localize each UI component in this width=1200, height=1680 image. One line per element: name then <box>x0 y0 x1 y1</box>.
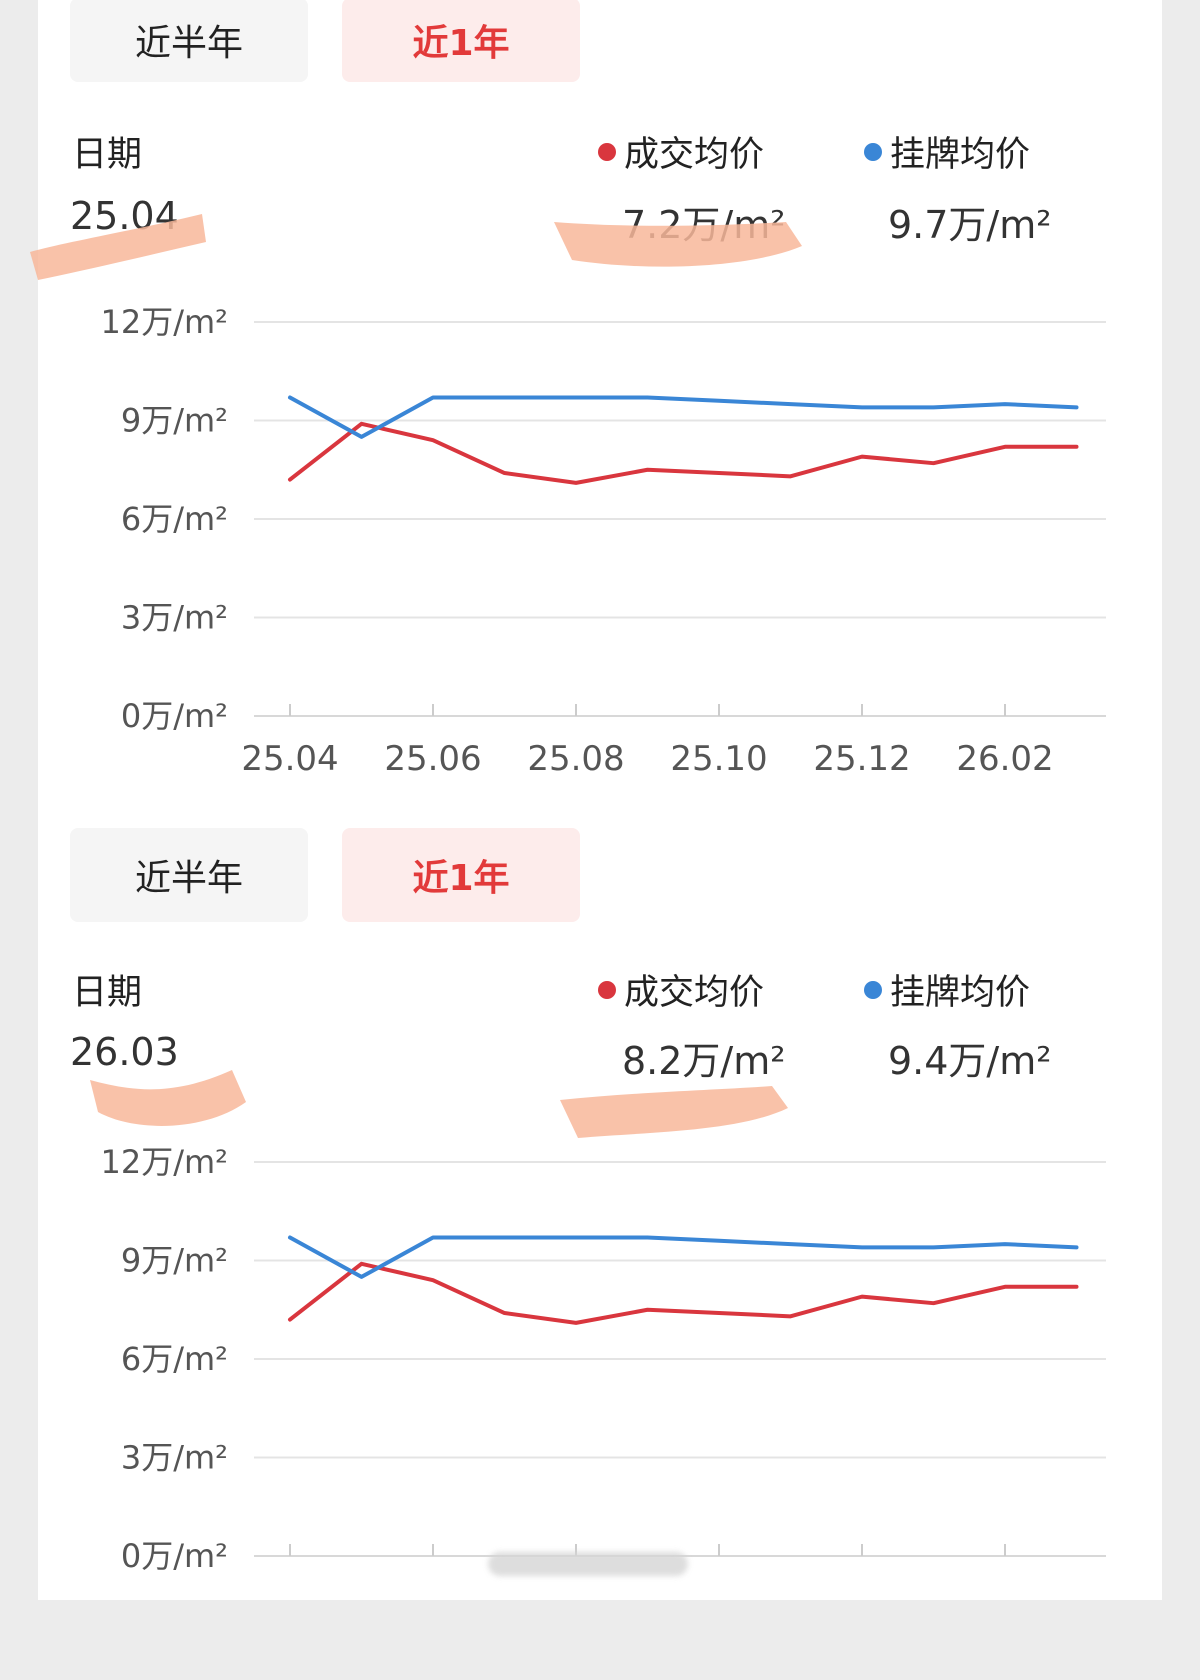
date-label: 日期 <box>72 973 143 1013</box>
y-tick-label: 0万/m² <box>121 1537 228 1575</box>
list-dot-icon <box>864 142 882 161</box>
list-value: 9.7万/m² <box>888 203 1052 247</box>
y-tick-label: 6万/m² <box>121 1340 228 1378</box>
tab-half-year[interactable]: 近半年 <box>70 0 308 82</box>
date-value: 26.03 <box>70 1030 179 1074</box>
legend-deal-price: 成交均价 <box>598 126 764 177</box>
x-tick-label: 25.06 <box>384 739 481 779</box>
legend-list-label: 挂牌均价 <box>890 973 1031 1013</box>
y-tick-label: 9万/m² <box>121 1242 228 1280</box>
date-label: 日期 <box>72 135 143 175</box>
y-tick-label: 3万/m² <box>121 1439 228 1477</box>
legend-deal-label: 成交均价 <box>624 135 765 175</box>
price-panel-2: 近半年 近1年 日期 26.03 成交均价 挂牌均价 8.2万/m² 9.4万/… <box>38 828 1162 1680</box>
deal-value: 8.2万/m² <box>622 1039 786 1083</box>
y-tick-label: 3万/m² <box>121 599 228 637</box>
x-tick-label: 25.04 <box>241 739 338 779</box>
list-dot-icon <box>864 980 882 999</box>
y-tick-label: 12万/m² <box>100 1143 228 1181</box>
deal-price-line <box>288 1261 1079 1325</box>
deal-dot-icon <box>598 980 616 999</box>
legend-list-label: 挂牌均价 <box>890 135 1031 175</box>
x-tick-label: 25.08 <box>527 739 624 779</box>
tab-half-year[interactable]: 近半年 <box>70 828 308 922</box>
highlight-mark-deal <box>554 222 802 267</box>
y-tick-label: 9万/m² <box>121 402 228 440</box>
price-panel-1: 近半年 近1年 日期 25.04 成交均价 挂牌均价 7.2万/m² 9.7万/… <box>30 0 1162 840</box>
legend-list-price: 挂牌均价 <box>864 126 1030 177</box>
price-trend-card: 近半年 近1年 日期 25.04 成交均价 挂牌均价 7.2万/m² 9.7万/… <box>30 0 1162 1600</box>
y-tick-label: 0万/m² <box>121 697 228 735</box>
highlight-mark-date <box>30 214 206 280</box>
y-tick-label: 12万/m² <box>100 303 228 341</box>
list-price-line <box>288 1235 1079 1279</box>
list-value: 9.4万/m² <box>888 1039 1052 1083</box>
legend-list-price: 挂牌均价 <box>864 964 1030 1015</box>
blurred-label <box>488 1552 688 1576</box>
legend-deal-label: 成交均价 <box>624 973 765 1013</box>
deal-dot-icon <box>598 142 616 161</box>
list-price-line <box>288 395 1079 439</box>
price-line-chart-1: 0万/m² 3万/m² 6万/m² 9万/m² 12万/m² 25.04 25.06 25.0… <box>100 303 1106 779</box>
y-tick-label: 6万/m² <box>121 500 228 538</box>
price-line-chart-2: 0万/m² 3万/m² 6万/m² 9万/m² 12万/m² <box>100 1143 1106 1575</box>
x-tick-label: 25.12 <box>813 739 910 779</box>
legend-deal-price: 成交均价 <box>598 964 764 1015</box>
tab-one-year[interactable]: 近1年 <box>342 0 580 82</box>
tab-one-year[interactable]: 近1年 <box>342 828 580 922</box>
highlight-mark-date <box>90 1070 246 1126</box>
x-tick-label: 26.02 <box>956 739 1053 779</box>
x-tick-label: 25.10 <box>670 739 767 779</box>
highlight-mark-deal <box>560 1086 788 1138</box>
deal-price-line <box>288 421 1079 485</box>
